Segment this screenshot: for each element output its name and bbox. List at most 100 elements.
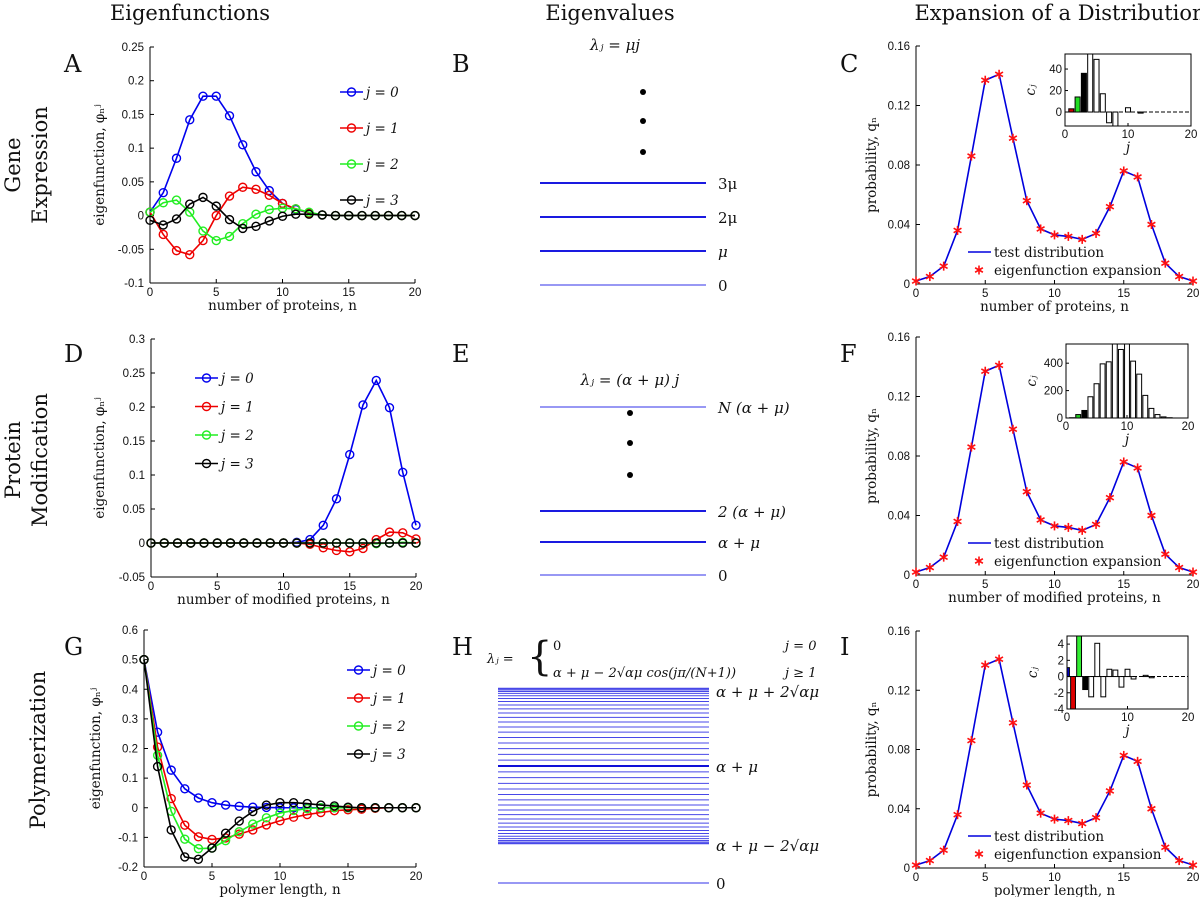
data-point [234, 827, 244, 837]
star-marker [1133, 756, 1142, 766]
ellipsis-dot [640, 89, 646, 95]
data-point [166, 793, 176, 804]
star-marker [1105, 202, 1115, 212]
data-point [318, 520, 328, 531]
inset-x-axis-label: j [1123, 140, 1130, 156]
data-point [193, 854, 204, 864]
data-point [193, 832, 204, 842]
star-marker [925, 563, 935, 573]
inset-y-tick-label: 200 [1044, 386, 1063, 398]
inset-x-tick-label: 0 [1062, 129, 1068, 141]
star-marker [1091, 519, 1101, 529]
y-axis-label: probability, qₙ [864, 408, 880, 504]
star-marker [1119, 457, 1129, 467]
bar [1142, 674, 1149, 678]
data-point [171, 214, 182, 224]
x-tick-label: 0 [913, 288, 919, 300]
star-stroke [1147, 512, 1156, 519]
level-label: α + μ + 2√αμ [716, 683, 819, 701]
star-stroke [1105, 494, 1115, 501]
row-label-polymerization: Polymerization [26, 671, 50, 830]
y-tick-label: 0 [132, 803, 138, 815]
inset-bar-chart: 0 10 20 0 20 40 j cⱼ [1023, 53, 1197, 156]
chart-panel-g: 0 5 10 15 20 -0.2 -0.1 0 0.1 0.2 0.3 0.4 0.5 0.6 polym… [88, 625, 422, 897]
y-tick-label: 0.16 [888, 41, 910, 53]
star-marker [1105, 786, 1115, 796]
legend-label: j = 1 [370, 691, 406, 707]
data-point [185, 249, 195, 260]
y-tick-label: 0.12 [888, 101, 910, 113]
legend-entry: test distribution [968, 536, 1104, 552]
inset-x-tick-label: 10 [1122, 129, 1135, 141]
legend-entry: j = 0 [340, 85, 399, 101]
star-marker [1147, 220, 1156, 229]
y-tick-label: 0.05 [122, 177, 144, 189]
data-point [211, 235, 221, 246]
star-marker [911, 567, 921, 577]
y-tick-label: 0.05 [123, 504, 145, 516]
chart-panel-a: 0 5 10 15 20 -0.1 -0.05 0 0.05 0.1 0.15 0.2 0.25 numb… [92, 42, 421, 314]
star-stroke [1147, 221, 1156, 228]
level-label: α + μ − 2√αμ [716, 837, 819, 855]
star-marker [994, 360, 1004, 370]
star-stroke [1188, 862, 1198, 868]
star-stroke [953, 227, 962, 234]
bar [1124, 344, 1130, 418]
y-tick-label: 0.04 [888, 511, 911, 523]
x-axis-label: number of proteins, n [980, 299, 1129, 315]
star-marker [1188, 860, 1198, 870]
star-stroke [1105, 203, 1115, 210]
x-tick-label: 20 [1187, 872, 1200, 884]
x-axis-label: number of modified proteins, n [948, 590, 1161, 606]
star-marker [1161, 258, 1170, 268]
star-marker [967, 442, 976, 452]
bar [1137, 111, 1144, 114]
star-stroke [925, 857, 935, 864]
data-point [343, 802, 353, 812]
row-label-line: Modification [28, 393, 52, 527]
star-stroke [1064, 817, 1073, 824]
star-stroke [1119, 168, 1129, 174]
star-marker [1119, 166, 1129, 176]
data-point [158, 229, 168, 240]
y-tick-label: 0.08 [888, 745, 910, 757]
bar [1099, 363, 1106, 418]
series-j-0 [146, 375, 421, 548]
legend-entry: j = 2 [347, 719, 406, 735]
legend-label: j = 0 [218, 371, 254, 387]
star-marker [939, 552, 948, 562]
data-point [316, 800, 326, 810]
legend-entry: j = 3 [195, 457, 254, 473]
series-eigenfunction-expansion [911, 654, 1198, 870]
star-stroke [980, 77, 990, 84]
row-label-gene-expression: Gene Expression [1, 106, 52, 224]
panel-letter-g: G [64, 633, 83, 661]
star-marker [939, 261, 948, 271]
x-tick-label: 15 [342, 871, 355, 883]
bar [1154, 414, 1161, 418]
legend-marker [353, 665, 364, 675]
ellipsis-dot [640, 118, 646, 124]
star-marker [925, 856, 935, 866]
data-point [211, 201, 221, 211]
star-stroke [1008, 135, 1018, 142]
data-point [411, 538, 421, 548]
bar [1106, 111, 1113, 124]
y-tick-label: 0 [139, 538, 145, 550]
data-point [331, 494, 342, 504]
legend-entry: j = 1 [195, 400, 254, 416]
data-point [398, 528, 408, 538]
star-stroke [1091, 230, 1101, 237]
x-tick-label: 0 [141, 871, 147, 883]
star-marker [1077, 525, 1087, 535]
star-marker [980, 366, 990, 376]
star-stroke [974, 851, 984, 857]
y-tick-label: -0.2 [118, 862, 138, 874]
data-point [171, 153, 182, 163]
panel-h-formula-cond1: j = 0 [782, 639, 816, 654]
data-point [288, 812, 299, 822]
star-marker [1174, 563, 1184, 573]
data-point [224, 111, 235, 121]
